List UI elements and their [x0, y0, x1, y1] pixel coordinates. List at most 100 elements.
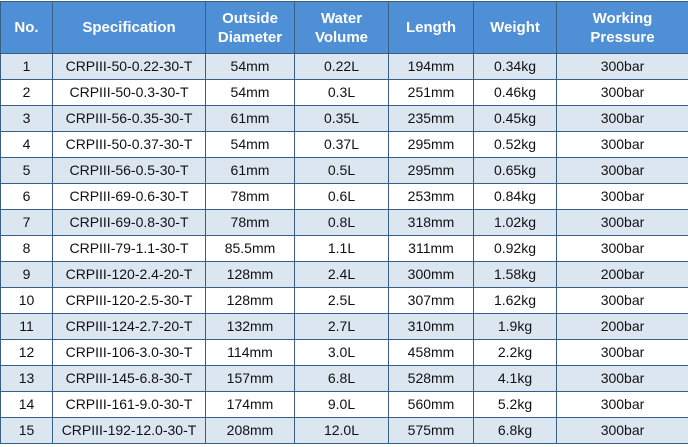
table-cell: 4.1kg	[474, 366, 557, 392]
table-cell: 11	[1, 314, 53, 340]
header-cell: No.	[1, 2, 53, 54]
table-cell: 575mm	[389, 418, 474, 444]
header-cell: Working Pressure	[557, 2, 688, 54]
table-cell: 128mm	[206, 262, 295, 288]
table-cell: 0.34kg	[474, 54, 557, 80]
table-cell: CRPIII-69-0.8-30-T	[53, 210, 206, 236]
table-cell: 9.0L	[295, 392, 389, 418]
header-cell: Specification	[53, 2, 206, 54]
header-cell: Length	[389, 2, 474, 54]
table-cell: 300bar	[557, 132, 688, 158]
table-cell: 78mm	[206, 210, 295, 236]
table-cell: 0.5L	[295, 158, 389, 184]
table-cell: 6	[1, 184, 53, 210]
table-cell: 61mm	[206, 106, 295, 132]
table-cell: 560mm	[389, 392, 474, 418]
table-cell: 253mm	[389, 184, 474, 210]
header-cell: Water Volume	[295, 2, 389, 54]
table-cell: 12	[1, 340, 53, 366]
table-cell: 2.2kg	[474, 340, 557, 366]
table-cell: CRPIII-161-9.0-30-T	[53, 392, 206, 418]
table-cell: 5.2kg	[474, 392, 557, 418]
table-cell: 15	[1, 418, 53, 444]
table-cell: CRPIII-120-2.4-20-T	[53, 262, 206, 288]
table-cell: 6.8kg	[474, 418, 557, 444]
table-cell: CRPIII-145-6.8-30-T	[53, 366, 206, 392]
table-cell: 128mm	[206, 288, 295, 314]
table-cell: CRPIII-56-0.35-30-T	[53, 106, 206, 132]
table-cell: 2.4L	[295, 262, 389, 288]
table-cell: CRPIII-79-1.1-30-T	[53, 236, 206, 262]
table-cell: CRPIII-124-2.7-20-T	[53, 314, 206, 340]
table-cell: 0.52kg	[474, 132, 557, 158]
table-cell: CRPIII-192-12.0-30-T	[53, 418, 206, 444]
table-cell: 0.37L	[295, 132, 389, 158]
table-cell: CRPIII-50-0.3-30-T	[53, 80, 206, 106]
table-cell: 78mm	[206, 184, 295, 210]
table-cell: 0.45kg	[474, 106, 557, 132]
table-cell: 0.8L	[295, 210, 389, 236]
table-cell: 5	[1, 158, 53, 184]
table-cell: 2	[1, 80, 53, 106]
table-cell: 1.1L	[295, 236, 389, 262]
table-cell: 300bar	[557, 184, 688, 210]
table-cell: 61mm	[206, 158, 295, 184]
table-cell: 13	[1, 366, 53, 392]
table-cell: 295mm	[389, 158, 474, 184]
table-cell: 300bar	[557, 158, 688, 184]
table-cell: 300bar	[557, 210, 688, 236]
table-cell: 318mm	[389, 210, 474, 236]
table-cell: 6.8L	[295, 366, 389, 392]
table-cell: 8	[1, 236, 53, 262]
table-cell: 300bar	[557, 80, 688, 106]
table-cell: 251mm	[389, 80, 474, 106]
table-cell: 300bar	[557, 288, 688, 314]
table-cell: CRPIII-69-0.6-30-T	[53, 184, 206, 210]
table-cell: 200bar	[557, 262, 688, 288]
table-cell: 1.02kg	[474, 210, 557, 236]
table-cell: CRPIII-50-0.22-30-T	[53, 54, 206, 80]
table-cell: 4	[1, 132, 53, 158]
table-cell: 85.5mm	[206, 236, 295, 262]
table-cell: 300bar	[557, 366, 688, 392]
table-cell: 54mm	[206, 80, 295, 106]
table-cell: 12.0L	[295, 418, 389, 444]
table-cell: 0.92kg	[474, 236, 557, 262]
table-cell: 0.35L	[295, 106, 389, 132]
table-cell: 200bar	[557, 314, 688, 340]
table-cell: 157mm	[206, 366, 295, 392]
table-cell: 0.22L	[295, 54, 389, 80]
table-cell: 54mm	[206, 54, 295, 80]
table-cell: 54mm	[206, 132, 295, 158]
table-cell: 14	[1, 392, 53, 418]
table-cell: 9	[1, 262, 53, 288]
table-cell: 311mm	[389, 236, 474, 262]
table-cell: 1.62kg	[474, 288, 557, 314]
table-cell: 3.0L	[295, 340, 389, 366]
table-cell: 0.65kg	[474, 158, 557, 184]
table-cell: 528mm	[389, 366, 474, 392]
table-cell: 300mm	[389, 262, 474, 288]
table-cell: CRPIII-106-3.0-30-T	[53, 340, 206, 366]
table-cell: CRPIII-50-0.37-30-T	[53, 132, 206, 158]
table-cell: 1	[1, 54, 53, 80]
header-cell: Outside Diameter	[206, 2, 295, 54]
table-cell: 0.6L	[295, 184, 389, 210]
table-cell: 0.84kg	[474, 184, 557, 210]
table-cell: 2.7L	[295, 314, 389, 340]
